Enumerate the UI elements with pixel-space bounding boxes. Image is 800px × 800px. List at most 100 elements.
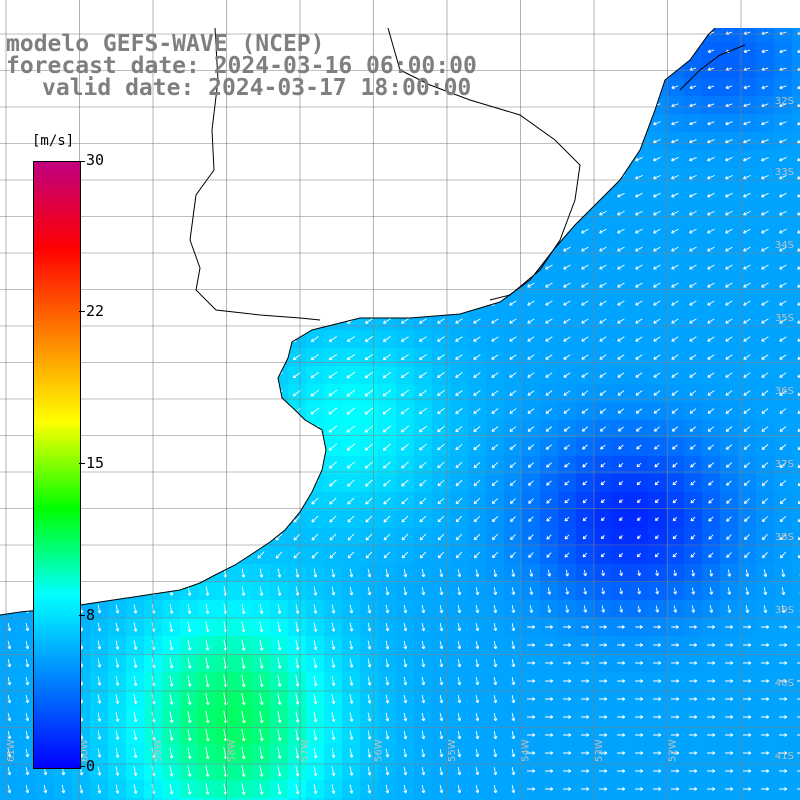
wind-cell	[792, 798, 800, 800]
wind-cell	[288, 438, 306, 456]
wind-cell	[90, 132, 108, 150]
wind-arrow	[277, 765, 282, 777]
wind-arrow	[187, 639, 192, 651]
wind-cell	[270, 258, 288, 276]
wind-cell	[72, 114, 90, 132]
lon-label: 54W	[521, 739, 532, 762]
wind-cell	[270, 798, 288, 800]
wind-arrow	[455, 246, 463, 252]
wind-cell	[414, 114, 432, 132]
wind-cell	[108, 492, 126, 510]
wind-arrow	[472, 85, 481, 90]
wind-arrow	[292, 354, 301, 361]
wind-arrow	[7, 784, 12, 794]
wind-arrow	[653, 733, 662, 737]
wind-arrow	[113, 318, 121, 324]
wind-cell	[108, 366, 126, 384]
wind-arrow	[419, 479, 427, 487]
wind-arrow	[779, 174, 787, 180]
wind-arrow	[95, 282, 103, 288]
wind-cell	[108, 240, 126, 258]
wind-arrow	[95, 390, 103, 396]
wind-arrow	[491, 408, 499, 414]
wind-cell	[180, 312, 198, 330]
wind-arrow	[545, 679, 554, 683]
wind-arrow	[653, 408, 661, 414]
wind-cell	[126, 204, 144, 222]
wind-arrow	[5, 551, 13, 559]
wind-arrow	[185, 390, 193, 396]
wind-cell	[396, 114, 414, 132]
wind-arrow	[275, 174, 283, 180]
wind-arrow	[329, 551, 337, 559]
wind-arrow	[617, 679, 626, 683]
wind-arrow	[599, 769, 608, 773]
wind-cell	[162, 276, 180, 294]
wind-arrow	[562, 157, 571, 162]
wind-cell	[180, 294, 198, 312]
wind-arrow	[599, 408, 607, 414]
wind-arrow	[618, 499, 623, 503]
wind-arrow	[131, 210, 139, 216]
wind-arrow	[205, 728, 210, 742]
wind-arrow	[257, 443, 265, 451]
wind-arrow	[455, 318, 463, 324]
wind-cell	[234, 348, 252, 366]
wind-arrow	[671, 246, 679, 252]
wind-arrow	[581, 697, 590, 701]
wind-cell	[216, 546, 234, 564]
wind-cell	[612, 114, 630, 132]
wind-arrow	[671, 174, 679, 180]
wind-arrow	[169, 711, 174, 723]
wind-arrow	[185, 444, 193, 451]
wind-cell	[558, 78, 576, 96]
wind-arrow	[707, 192, 715, 198]
wind-arrow	[346, 389, 356, 397]
wind-arrow	[383, 210, 391, 216]
wind-arrow	[221, 497, 229, 505]
wind-cell	[126, 456, 144, 474]
wind-cell	[792, 312, 800, 330]
wind-cell	[360, 798, 378, 800]
wind-arrow	[239, 246, 247, 252]
wind-arrow	[401, 515, 409, 523]
wind-arrow	[473, 515, 481, 523]
wind-arrow	[239, 515, 247, 523]
wind-arrow	[239, 479, 247, 487]
wind-arrow	[131, 372, 139, 378]
wind-cell	[648, 78, 666, 96]
wind-cell	[342, 294, 360, 312]
wind-arrow	[544, 49, 553, 54]
wind-arrow	[367, 730, 372, 740]
wind-arrow	[257, 282, 265, 288]
wind-arrow	[527, 426, 535, 432]
wind-arrow	[4, 103, 13, 108]
wind-arrow	[202, 103, 211, 108]
wind-arrow	[527, 390, 535, 396]
wind-arrow	[509, 444, 517, 450]
wind-arrow	[97, 694, 102, 704]
wind-arrow	[671, 264, 679, 270]
wind-arrow	[509, 300, 517, 306]
wind-arrow	[617, 157, 625, 162]
wind-cell	[540, 168, 558, 186]
wind-arrow	[437, 551, 445, 559]
wind-cell	[792, 474, 800, 492]
wind-arrow	[475, 695, 480, 704]
wind-arrow	[5, 426, 13, 432]
wind-arrow	[527, 372, 535, 378]
wind-arrow	[725, 462, 732, 468]
wind-arrow	[203, 282, 211, 288]
wind-cell	[792, 726, 800, 744]
wind-arrow	[528, 534, 534, 540]
wind-arrow	[743, 103, 751, 108]
wind-arrow	[689, 787, 698, 791]
wind-arrow	[563, 336, 571, 342]
wind-arrow	[797, 661, 800, 665]
wind-speed-field	[0, 28, 800, 800]
wind-arrow	[113, 282, 121, 288]
wind-arrow	[564, 516, 570, 522]
coastline	[0, 27, 746, 616]
wind-cell	[486, 258, 504, 276]
wind-arrow	[472, 103, 481, 108]
